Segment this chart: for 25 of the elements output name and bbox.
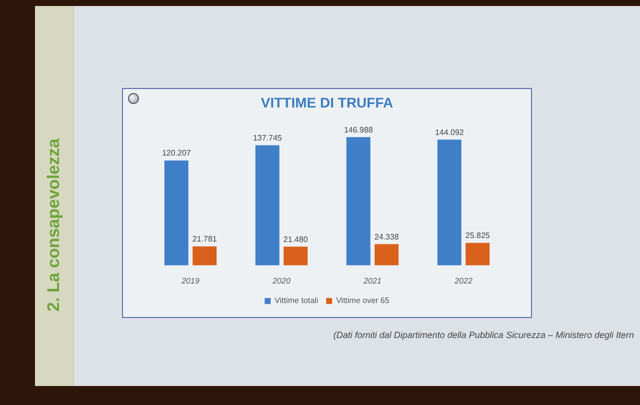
- bar: [284, 246, 308, 266]
- data-label: 146.988: [344, 125, 374, 134]
- bar: [192, 246, 217, 266]
- x-tick-label: 2022: [454, 276, 473, 286]
- data-label: 24.338: [374, 232, 400, 242]
- text: (Dati forniti dal Dipartimento della Pubblica Sicurezza – Ministero degli Itern: [333, 330, 634, 340]
- data-label: 25.825: [465, 231, 490, 240]
- bar: [164, 160, 188, 266]
- data-label: 21.480: [283, 234, 308, 244]
- data-label: 21.781: [192, 234, 218, 244]
- data-label: 144.092: [434, 128, 464, 137]
- bar: [346, 137, 370, 266]
- x-tick-label: 2019: [180, 276, 200, 286]
- bar: [255, 145, 280, 266]
- bar: [466, 242, 490, 266]
- text: 2. La consapevolezza: [44, 138, 64, 312]
- legend-label: Vittime totali: [274, 296, 318, 306]
- bar: [437, 140, 462, 266]
- bar: [374, 244, 399, 266]
- x-tick-label: 2021: [362, 276, 382, 286]
- data-label: 120.207: [162, 148, 192, 158]
- chart-title: VITTIME DI TRUFFA: [260, 94, 394, 110]
- x-tick-label: 2020: [272, 276, 291, 286]
- legend-label: Vittime over 65: [336, 296, 390, 306]
- data-label: 137.745: [252, 133, 282, 142]
